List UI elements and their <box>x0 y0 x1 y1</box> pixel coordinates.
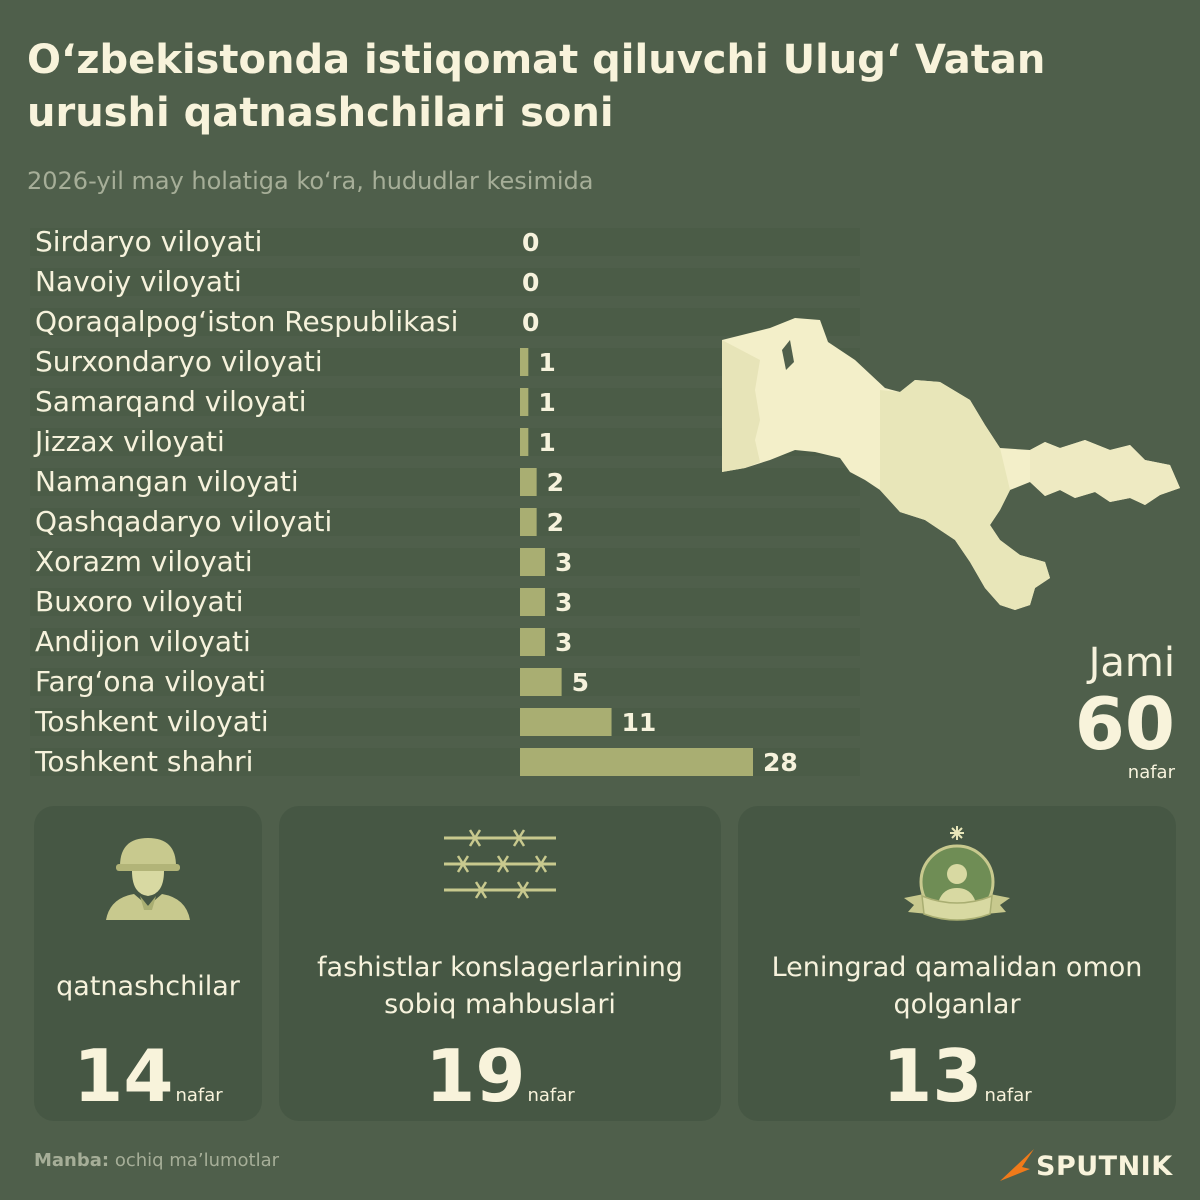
card-participants-unit: nafar <box>175 1085 223 1106</box>
bar <box>520 508 537 536</box>
bar <box>520 348 529 376</box>
category-label: Farg‘ona viloyati <box>35 665 266 698</box>
category-label: Xorazm viloyati <box>35 545 253 578</box>
category-label: Qoraqalpog‘iston Respublikasi <box>35 305 458 338</box>
page-title: O‘zbekistonda istiqomat qiluvchi Ulug‘ V… <box>27 37 1046 136</box>
card-leningrad-survivors: Leningrad qamalidan omon qolganlar 13 naf… <box>738 806 1176 1121</box>
data-label: 3 <box>555 588 572 617</box>
bar-track <box>30 268 860 296</box>
card-camp-prisoners-unit: nafar <box>527 1085 575 1106</box>
bar-track <box>30 588 860 616</box>
category-label: Buxoro viloyati <box>35 585 243 618</box>
bar-track <box>30 508 860 536</box>
data-label: 2 <box>547 508 564 537</box>
category-label: Namangan viloyati <box>35 465 299 498</box>
bar-track <box>30 628 860 656</box>
total-value: 60 <box>1074 682 1175 766</box>
bar-track <box>30 308 860 336</box>
bar-track <box>30 388 860 416</box>
card-leningrad-survivors-unit: nafar <box>984 1085 1032 1106</box>
bar-track <box>30 228 860 256</box>
bar-track <box>30 668 860 696</box>
card-camp-prisoners: fashistlar konslagerlarining sobiq mahbu… <box>279 806 721 1121</box>
bar-track <box>30 428 860 456</box>
bar <box>520 748 753 776</box>
bar <box>520 588 545 616</box>
data-label: 0 <box>522 308 539 337</box>
sputnik-logo-text: SPUTNIK <box>1036 1151 1173 1182</box>
bar-chart: Sirdaryo viloyati 0 Navoiy viloyati 0 Qoraqa… <box>30 225 860 778</box>
data-label: 0 <box>522 268 539 297</box>
bar <box>520 708 612 736</box>
bar <box>520 628 545 656</box>
bar-track <box>30 548 860 576</box>
card-participants-value: 14 nafar <box>73 1034 223 1118</box>
card-camp-prisoners-value: 19 nafar <box>425 1034 575 1118</box>
data-label: 0 <box>522 228 539 257</box>
soldier-icon <box>106 838 190 920</box>
category-label: Surxondaryo viloyati <box>35 345 323 378</box>
category-label: Jizzax viloyati <box>33 425 225 458</box>
bar <box>520 428 529 456</box>
bar-track <box>30 708 860 736</box>
bar <box>520 388 529 416</box>
card-participants-label: qatnashchilar <box>56 970 240 1002</box>
data-label: 1 <box>538 428 555 457</box>
category-label: Sirdaryo viloyati <box>35 225 262 258</box>
bar <box>520 548 545 576</box>
sputnik-logo-icon <box>1000 1149 1034 1181</box>
category-label: Samarqand viloyati <box>35 385 306 418</box>
total-unit: nafar <box>1127 762 1175 783</box>
page-subtitle: 2026-yil may holatiga ko‘ra, hududlar ke… <box>27 167 594 195</box>
card-leningrad-survivors-value: 13 nafar <box>882 1034 1032 1118</box>
bar <box>520 468 537 496</box>
source-note: Manba: ochiq ma’lumotlar <box>34 1150 280 1171</box>
data-label: 3 <box>555 548 572 577</box>
data-label: 1 <box>538 348 555 377</box>
bar-track <box>30 468 860 496</box>
bar <box>520 668 562 696</box>
card-camp-prisoners-label: fashistlar konslagerlarining sobiq mahbu… <box>317 952 683 1020</box>
data-label: 28 <box>763 748 798 777</box>
data-label: 2 <box>547 468 564 497</box>
barbed-wire-icon <box>444 829 556 899</box>
card-leningrad-survivors-label: Leningrad qamalidan omon qolganlar <box>771 952 1143 1020</box>
survivor-medal-icon <box>904 826 1010 921</box>
category-label: Navoiy viloyati <box>35 265 242 298</box>
category-label: Andijon viloyati <box>35 625 251 658</box>
data-label: 3 <box>555 628 572 657</box>
data-label: 1 <box>538 388 555 417</box>
bar-track <box>30 348 860 376</box>
total-label: Jami <box>1088 640 1175 686</box>
data-label: 5 <box>572 668 589 697</box>
category-label: Toshkent shahri <box>34 745 253 778</box>
card-participants: qatnashchilar 14 nafar <box>34 806 262 1121</box>
data-label: 11 <box>622 708 657 737</box>
category-label: Qashqadaryo viloyati <box>35 505 332 538</box>
uzbekistan-map-icon <box>722 318 1180 610</box>
category-label: Toshkent viloyati <box>34 705 269 738</box>
